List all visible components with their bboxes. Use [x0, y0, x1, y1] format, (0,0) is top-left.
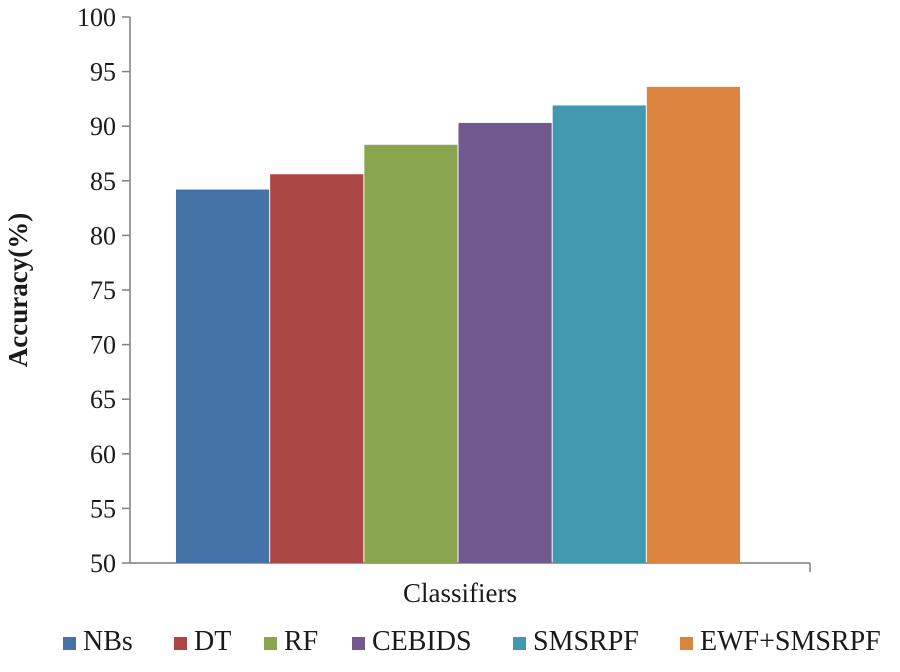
y-axis: 50 55 60 65 70 75 80 85 90 95 100 [77, 3, 131, 578]
y-axis-label: Accuracy(%) [3, 213, 33, 367]
y-tick-label: 55 [90, 494, 116, 523]
y-tick-label: 85 [90, 167, 116, 196]
legend-swatch [264, 637, 277, 650]
y-tick-label: 50 [90, 549, 116, 578]
y-tick-label: 95 [90, 58, 116, 87]
legend-label: SMSRPF [533, 626, 639, 657]
legend-swatch [352, 637, 365, 650]
y-tick-label: 60 [90, 440, 116, 469]
bar-rf [364, 144, 458, 563]
y-tick-label: 80 [90, 221, 116, 250]
legend: NBs DT RF CEBIDS SMSRPF EWF+SMSRPF [63, 626, 881, 657]
legend-label: NBs [83, 626, 133, 657]
legend-swatch [513, 637, 526, 650]
bar-cebids [458, 122, 552, 563]
bar-ewf-smsrpf [646, 86, 740, 563]
legend-label: EWF+SMSRPF [700, 626, 881, 657]
y-tick-label: 100 [77, 3, 116, 32]
legend-label: DT [194, 626, 231, 657]
y-tick-label: 90 [90, 112, 116, 141]
x-axis-label: Classifiers [403, 578, 517, 608]
legend-label: RF [284, 626, 318, 657]
bars [176, 86, 740, 564]
bar-nbs [176, 189, 270, 563]
bar-dt [270, 174, 364, 564]
y-tick-label: 70 [90, 331, 116, 360]
bar-smsrpf [552, 105, 646, 564]
legend-swatch [63, 637, 76, 650]
y-tick-label: 75 [90, 276, 116, 305]
legend-label: CEBIDS [372, 626, 472, 657]
legend-swatch [680, 637, 693, 650]
x-axis [130, 562, 811, 572]
legend-swatch [174, 637, 187, 650]
y-tick-label: 65 [90, 385, 116, 414]
